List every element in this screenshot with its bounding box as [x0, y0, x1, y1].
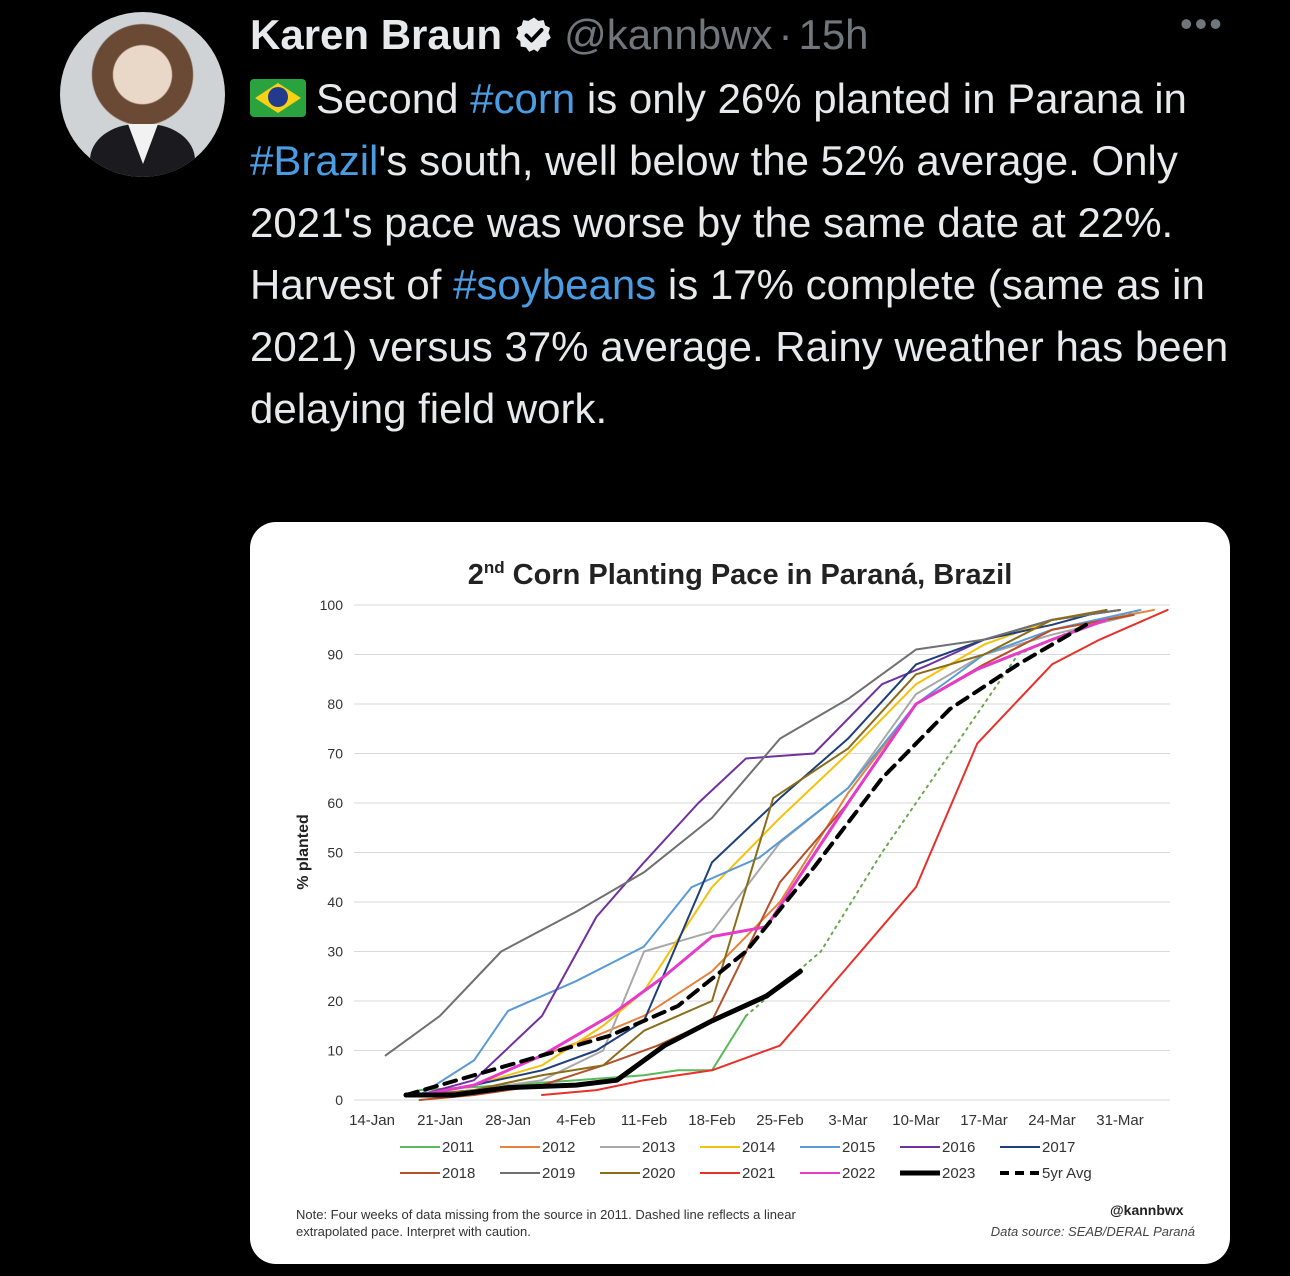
series-line-8: [418, 613, 1135, 1101]
chart-image-card[interactable]: 2nd Corn Planting Pace in Paraná, Brazil…: [250, 522, 1230, 1264]
legend-label: 2016: [942, 1139, 975, 1156]
legend-label: 2011: [442, 1139, 474, 1156]
tweet-header: Karen Braun @kannbwx · 15h: [250, 10, 869, 60]
y-tick-label: 70: [327, 746, 343, 762]
y-tick-label: 100: [320, 597, 344, 613]
series-line-3: [418, 613, 1135, 1097]
y-tick-label: 20: [327, 993, 343, 1009]
series-line-1: [745, 608, 1142, 1017]
author-handle[interactable]: @kannbwx: [564, 11, 773, 58]
y-tick-label: 80: [327, 696, 343, 712]
y-tick-label: 40: [327, 894, 343, 910]
chart-title-part: Corn Planting Pace in Paraná, Brazil: [505, 559, 1013, 591]
x-tick-label: 21-Jan: [417, 1112, 463, 1129]
legend-label: 2019: [542, 1165, 575, 1182]
x-tick-label: 24-Mar: [1028, 1112, 1076, 1129]
chart-title: 2nd Corn Planting Pace in Paraná, Brazil: [468, 558, 1013, 591]
x-tick-label: 28-Jan: [485, 1112, 531, 1129]
author-avatar[interactable]: [60, 12, 225, 177]
series-line-10: [418, 608, 1108, 1097]
legend-label: 2018: [442, 1165, 475, 1182]
legend-label: 2022: [842, 1165, 875, 1182]
series-line-13: [403, 968, 803, 1098]
x-tick-label: 4-Feb: [556, 1112, 595, 1129]
y-tick-label: 90: [327, 647, 343, 663]
legend-label: 2017: [1042, 1139, 1075, 1156]
x-tick-label: 25-Feb: [756, 1112, 804, 1129]
legend-label: 2012: [542, 1139, 575, 1156]
x-tick-label: 17-Mar: [960, 1112, 1008, 1129]
legend-label: 2013: [642, 1139, 675, 1156]
hashtag-link[interactable]: #soybeans: [453, 261, 657, 308]
legend-label: 2014: [742, 1139, 775, 1156]
legend-label: 2015: [842, 1139, 875, 1156]
x-tick-label: 31-Mar: [1096, 1112, 1144, 1129]
y-tick-label: 60: [327, 795, 343, 811]
legend-label: 5yr Avg: [1042, 1165, 1092, 1182]
x-tick-label: 10-Mar: [892, 1112, 940, 1129]
chart-data-source: Data source: SEAB/DERAL Paraná: [990, 1224, 1195, 1239]
chart-title-part: 2: [468, 559, 484, 591]
tweet-text-segment: is only 26% planted in Parana in: [575, 75, 1187, 122]
series-line-5: [418, 608, 1142, 1097]
y-axis-label: % planted: [295, 814, 312, 890]
verified-badge-icon: [516, 17, 551, 52]
legend-label: 2023: [942, 1165, 975, 1182]
legend-label: 2021: [742, 1165, 775, 1182]
corn-planting-chart: 2nd Corn Planting Pace in Paraná, Brazil…: [295, 558, 1170, 1182]
series-line-11: [541, 608, 1169, 1097]
header-separator: ·: [778, 11, 793, 58]
series-line-14: [404, 622, 1088, 1098]
tweet-text-segment: 's south, well below the 52% average. On…: [250, 137, 1178, 308]
brazil-flag-icon: [250, 79, 306, 117]
author-name[interactable]: Karen Braun: [250, 11, 503, 58]
chart-note: Note: Four weeks of data missing from th…: [296, 1207, 796, 1239]
y-tick-label: 0: [335, 1092, 343, 1108]
series-line-12: [418, 618, 1108, 1097]
x-tick-label: 11-Feb: [621, 1112, 667, 1129]
series-line-4: [418, 608, 1121, 1097]
y-tick-label: 50: [327, 845, 343, 861]
tweet-text-segment: Second: [316, 75, 471, 122]
tweet-timestamp[interactable]: 15h: [798, 11, 869, 58]
x-tick-label: 18-Feb: [688, 1112, 736, 1129]
hashtag-link[interactable]: #Brazil: [250, 137, 379, 184]
y-tick-label: 30: [327, 944, 343, 960]
tweet-text-segment: is 17% complete (same as in 2021) versus…: [250, 261, 1229, 432]
chart-title-superscript: nd: [484, 558, 505, 577]
chart-attribution: @kannbwx: [1110, 1202, 1184, 1218]
y-tick-label: 10: [327, 1043, 343, 1059]
more-horizontal-icon[interactable]: •••: [1180, 3, 1224, 44]
tweet-text: Second #corn is only 26% planted in Para…: [250, 68, 1250, 440]
x-tick-label: 3-Mar: [828, 1112, 867, 1129]
x-tick-label: 14-Jan: [349, 1112, 395, 1129]
hashtag-link[interactable]: #corn: [470, 75, 576, 122]
series-line-9: [384, 608, 1121, 1057]
legend-label: 2020: [642, 1165, 675, 1182]
